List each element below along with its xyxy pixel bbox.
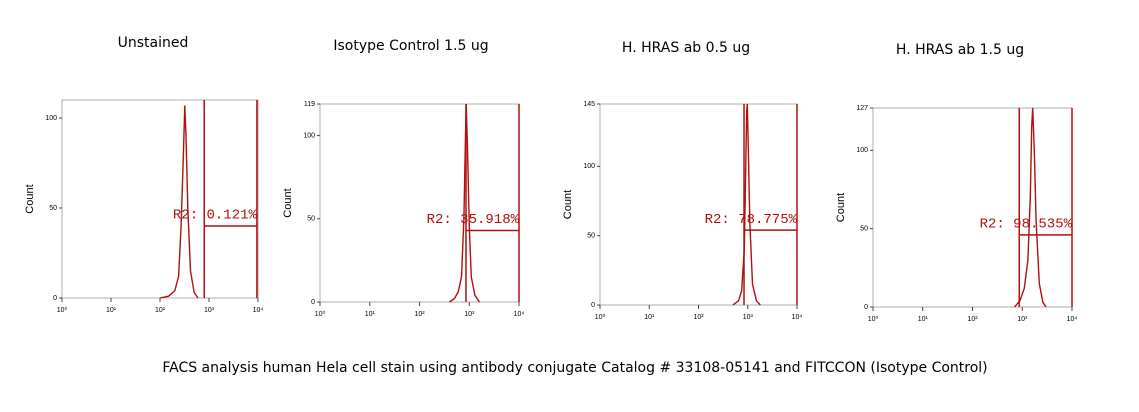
y-tick-label: 50 (860, 225, 868, 232)
x-tick-label: 10³ (743, 314, 754, 321)
x-tick-label: 10⁰ (595, 313, 606, 321)
y-axis-label: Count (282, 188, 294, 217)
x-tick-label: 10² (414, 311, 425, 318)
x-tick-label: 10⁴ (1067, 316, 1078, 323)
gate-label: R2: 78.775% (705, 212, 798, 228)
y-tick-label: 50 (307, 216, 315, 223)
histogram (1013, 107, 1047, 308)
panel-title: Unstained (118, 35, 189, 51)
plot-frame (61, 99, 259, 299)
histogram (159, 105, 199, 299)
histogram (449, 103, 480, 303)
panel-title: H. HRAS ab 1.5 ug (896, 42, 1024, 58)
y-tick-label: 0 (864, 304, 868, 311)
y-axis-label: Count (562, 190, 574, 219)
y-tick-label: 100 (45, 115, 57, 122)
histogram (732, 103, 761, 306)
panel-title: Isotype Control 1.5 ug (333, 38, 488, 54)
x-tick-label: 10¹ (644, 314, 655, 321)
x-tick-label: 10⁰ (315, 310, 326, 318)
y-tick-label: 145 (583, 101, 595, 108)
x-tick-label: 10¹ (918, 316, 929, 323)
y-axis-label: Count (24, 184, 36, 213)
y-axis-label: Count (835, 193, 847, 222)
gate-label: R2: 98.535% (980, 217, 1073, 233)
panel-title: H. HRAS ab 0.5 ug (622, 40, 750, 56)
gate-label: R2: 35.918% (427, 212, 520, 228)
y-tick-label: 0 (53, 295, 57, 302)
x-tick-label: 10¹ (106, 307, 117, 314)
x-tick-label: 10² (693, 314, 704, 321)
x-tick-label: 10³ (1017, 316, 1028, 323)
x-tick-label: 10³ (204, 307, 215, 314)
x-tick-label: 10⁰ (57, 306, 68, 314)
plot-frame (599, 103, 798, 306)
gate-label: R2: 0.121% (173, 208, 258, 224)
y-tick-label: 100 (583, 163, 595, 170)
y-tick-label: 50 (587, 233, 595, 240)
y-tick-label: 0 (311, 299, 315, 306)
y-tick-label: 127 (856, 105, 868, 112)
x-tick-label: 10⁴ (253, 307, 264, 314)
x-tick-label: 10³ (464, 311, 475, 318)
x-tick-label: 10⁴ (792, 314, 803, 321)
plot-frame (319, 103, 520, 303)
y-tick-label: 100 (856, 147, 868, 154)
y-tick-label: 50 (49, 205, 57, 212)
x-tick-label: 10¹ (365, 311, 376, 318)
y-tick-label: 0 (591, 302, 595, 309)
plot-frame (872, 107, 1073, 308)
caption: FACS analysis human Hela cell stain usin… (162, 360, 987, 376)
x-tick-label: 10⁴ (514, 311, 525, 318)
x-tick-label: 10² (967, 316, 978, 323)
y-tick-label: 100 (303, 132, 315, 139)
y-tick-label: 119 (304, 101, 315, 108)
x-tick-label: 10⁰ (868, 315, 879, 323)
x-tick-label: 10² (155, 307, 166, 314)
